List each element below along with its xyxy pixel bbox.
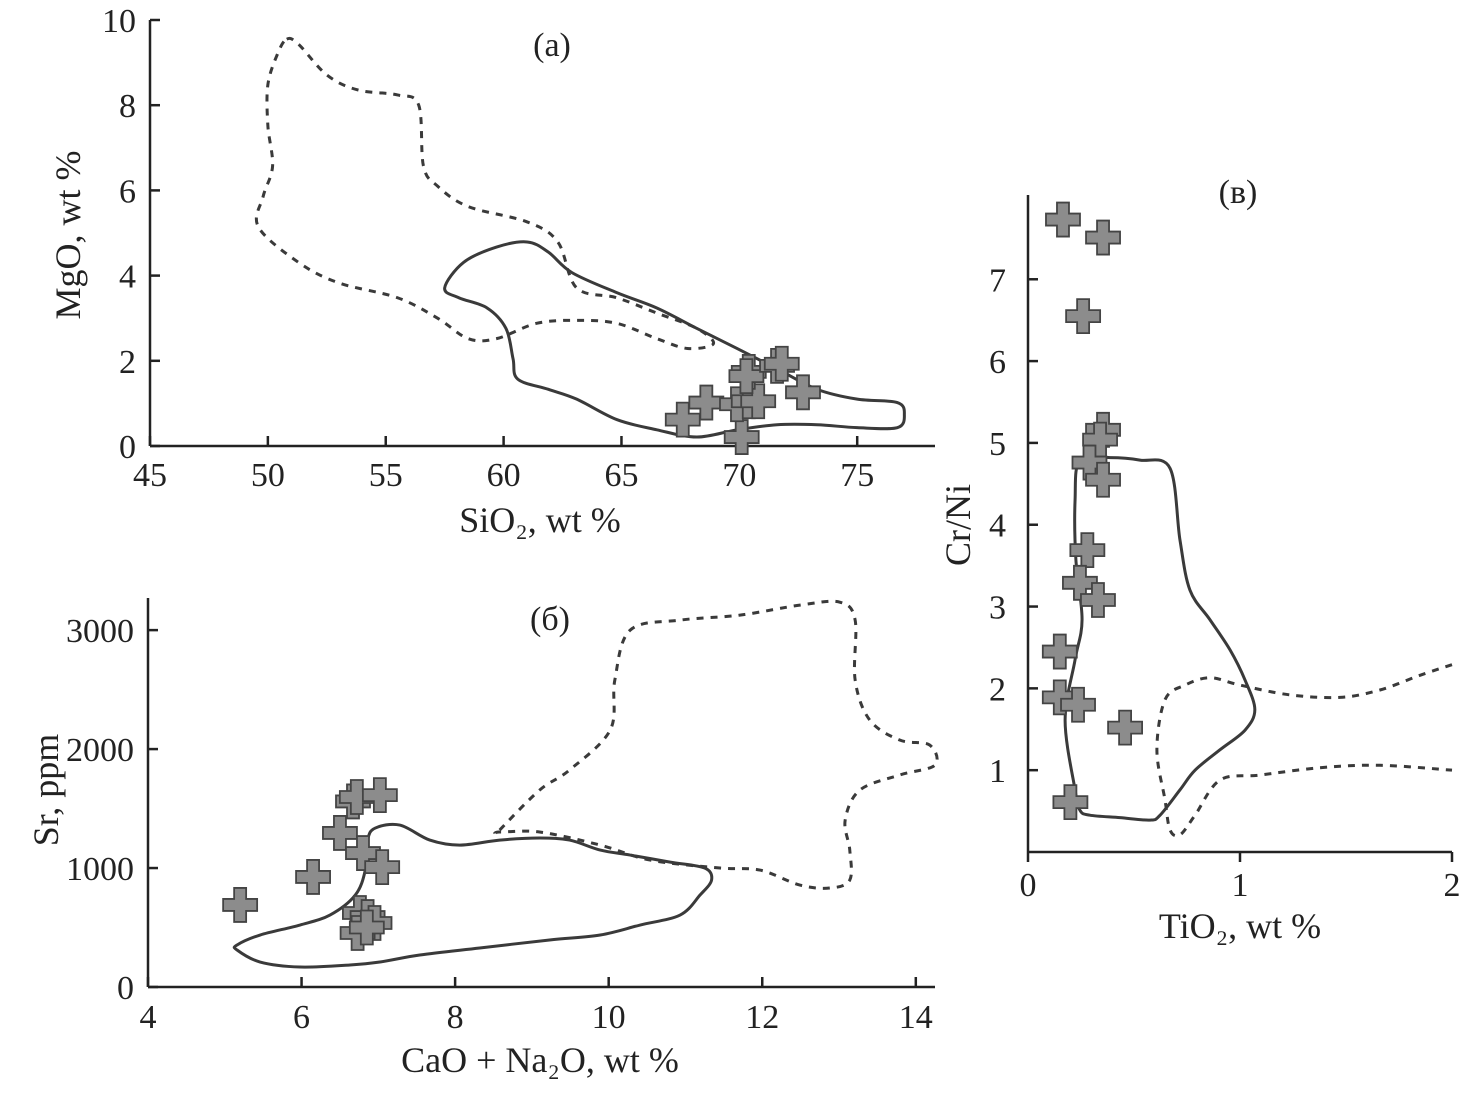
data-point-cross [348,909,385,946]
y-tick-label: 3 [989,590,1006,627]
y-tick-label: 0 [117,970,134,1007]
x-tick-label: 6 [293,999,310,1036]
solid-field-contour [232,822,714,969]
x-tick-label: 55 [369,457,403,494]
data-point-cross [1060,686,1096,723]
y-tick-label: 10 [102,3,136,40]
data-point-cross [1069,532,1106,568]
solid-field-contour [443,240,906,439]
x-tick-label: 2 [1444,867,1461,904]
panel-label-a: (a) [533,27,571,64]
data-point-cross [728,358,765,395]
panel-label-v: (в) [1219,174,1258,211]
y-tick-label: 1000 [66,851,134,888]
y-axis-label-b: Sr, ppm [26,734,66,847]
x-axis-label-b: CaO + Na₂O, wt % [401,1040,679,1080]
y-axis-label-v: Cr/Ni [938,484,978,566]
y-tick-label: 2 [119,344,136,381]
x-tick-label: 45 [133,457,167,494]
dashed-field-contour [1155,663,1453,838]
x-tick-label: 75 [840,457,874,494]
x-tick-label: 0 [1020,867,1037,904]
panel-v: (в) TiO₂, wt % Cr/Ni 0 1 2 1 2 3 4 5 6 7 [938,174,1461,946]
y-tick-label: 0 [119,429,136,466]
x-tick-label: 14 [899,999,933,1036]
data-point-cross [1065,298,1102,334]
data-point-cross [763,345,800,382]
x-tick-label: 65 [604,457,638,494]
dashed-field-contour [254,36,716,351]
x-tick-label: 70 [722,457,756,494]
solid-field-contour [1063,454,1257,822]
x-tick-label: 12 [745,999,779,1036]
data-point-cross [1080,582,1116,618]
data-point-cross [1041,633,1078,670]
data-point-cross [785,374,821,411]
data-point-cross [295,859,331,895]
x-tick-label: 8 [447,999,464,1036]
y-tick-label: 6 [119,173,136,210]
data-point-cross [723,419,760,455]
data-point-cross [740,383,777,420]
data-point-cross [1052,784,1089,820]
y-axis-label-a: MgO, wt % [48,151,88,320]
y-tick-label: 4 [989,508,1006,545]
data-point-cross [1045,201,1081,238]
data-point-cross [664,401,701,438]
panel-a: (a) SiO₂, wt % MgO, wt % 45 50 55 60 65 70 75 0… [48,3,935,540]
data-point-cross [1085,219,1121,256]
x-tick-label: 4 [140,999,157,1036]
y-tick-label: 5 [989,426,1006,463]
x-axis-label-a: SiO₂, wt % [459,500,621,540]
data-point-cross [322,815,358,851]
y-tick-label: 3000 [66,613,134,650]
y-tick-label: 6 [989,344,1006,381]
data-point-cross [1085,461,1121,498]
data-point-cross [1107,709,1143,746]
y-tick-label: 2000 [66,732,134,769]
y-tick-label: 8 [119,88,136,125]
data-point-cross [364,849,401,885]
dashed-field-contour [493,599,939,890]
data-point-cross [361,777,398,814]
data-point-cross [688,384,725,421]
x-axis-label-v: TiO₂, wt % [1159,906,1321,946]
panel-b: (б) CaO + Na₂O, wt % Sr, ppm 4 6 8 10 12 14 0 1… [26,598,939,1080]
x-tick-label: 50 [251,457,285,494]
x-tick-label: 1 [1232,867,1249,904]
data-point-cross [1041,679,1078,716]
x-tick-label: 60 [487,457,521,494]
y-tick-label: 1 [989,753,1006,790]
y-tick-label: 2 [989,671,1006,708]
y-tick-label: 7 [989,262,1006,299]
data-point-cross [222,887,259,923]
panel-label-b: (б) [530,601,570,638]
y-tick-label: 4 [119,259,136,296]
x-tick-label: 10 [592,999,626,1036]
